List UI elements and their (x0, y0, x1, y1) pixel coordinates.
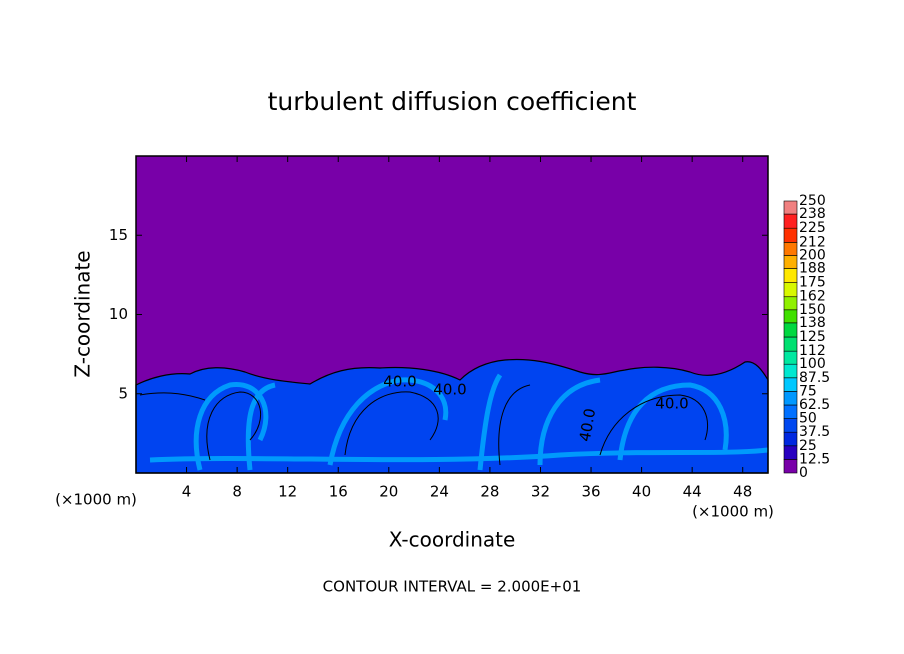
x-tick-label: 28 (480, 483, 499, 501)
chart-title: turbulent diffusion coefficient (268, 87, 637, 116)
colorbar-segment (783, 404, 798, 419)
colorbar-label: 138 (799, 315, 826, 331)
x-tick-label: 20 (379, 483, 398, 501)
annotation: CONTOUR INTERVAL = 2.000E+01 (323, 578, 582, 596)
colorbar-segment (783, 391, 798, 406)
y-tick-label: 10 (109, 305, 128, 323)
colorbar-segment (783, 459, 798, 474)
colorbar-label: 162 (799, 289, 826, 305)
colorbar-label: 100 (799, 356, 826, 372)
colorbar-segment (783, 268, 798, 283)
colorbar-segment (783, 377, 798, 392)
colorbar-segment (783, 445, 798, 460)
colorbar-segment (783, 255, 798, 269)
x-tick-label: 8 (232, 483, 242, 501)
contour-label: 40.0 (383, 373, 416, 391)
colorbar-segment (783, 296, 798, 311)
colorbar-segment (783, 309, 798, 324)
colorbar-label: 0 (799, 465, 808, 481)
y-tick-label: 15 (109, 226, 128, 244)
colorbar-label: 112 (799, 343, 826, 359)
x-tick-label: 44 (683, 483, 702, 501)
colorbar-label: 12.5 (799, 451, 830, 467)
colorbar-label: 50 (799, 411, 817, 427)
colorbar-label: 238 (799, 206, 826, 222)
x-unit-label: (×1000 m) (692, 503, 774, 521)
colorbar-segment (783, 322, 798, 338)
x-unit-label: (×1000 m) (55, 491, 137, 509)
colorbar-label: 87.5 (799, 370, 830, 386)
colorbar-segment (783, 363, 798, 379)
x-tick-label: 32 (531, 483, 550, 501)
x-tick-label: 40 (632, 483, 651, 501)
colorbar-segment (783, 418, 798, 433)
x-tick-label: 24 (430, 483, 449, 501)
x-tick-label: 48 (733, 483, 752, 501)
x-tick-label: 16 (329, 483, 348, 501)
colorbar-label: 200 (799, 247, 826, 263)
colorbar-segment (783, 200, 798, 215)
field: 40.0 40.0 40.0 40.0 (135, 156, 769, 474)
colorbar-label: 175 (799, 275, 826, 291)
x-tick-label: 4 (182, 483, 192, 501)
y-tick-label: 5 (118, 384, 128, 402)
colorbar-segment (783, 213, 798, 229)
colorbar-segment (783, 227, 798, 243)
x-axis-label: X-coordinate (389, 528, 516, 552)
turbulent-layer (135, 358, 769, 474)
colorbar-segment (783, 242, 798, 256)
colorbar-label: 75 (799, 383, 817, 399)
colorbar-segment (783, 350, 798, 365)
colorbar-label: 250 (799, 193, 826, 209)
colorbar-segment (783, 336, 798, 352)
contour-label: 40.0 (576, 407, 600, 443)
colorbar-label: 25 (799, 438, 817, 454)
colorbar-label: 125 (799, 329, 826, 345)
colorbar-label: 62.5 (799, 397, 830, 413)
x-tick-label: 36 (581, 483, 600, 501)
x-tick-label: 12 (278, 483, 297, 501)
contour-label: 40.0 (433, 381, 466, 399)
colorbar-segment (783, 282, 798, 298)
colorbar-label: 150 (799, 302, 826, 318)
colorbar-label: 225 (799, 220, 826, 236)
contour-lines (139, 384, 709, 466)
colorbar-label: 37.5 (799, 424, 830, 440)
swirls (149, 373, 769, 471)
colorbar-segment (783, 431, 798, 447)
colorbar-label: 188 (799, 260, 826, 276)
colorbar-label: 212 (799, 234, 826, 250)
contour-label: 40.0 (655, 395, 688, 413)
y-axis-label: Z-coordinate (71, 250, 95, 377)
